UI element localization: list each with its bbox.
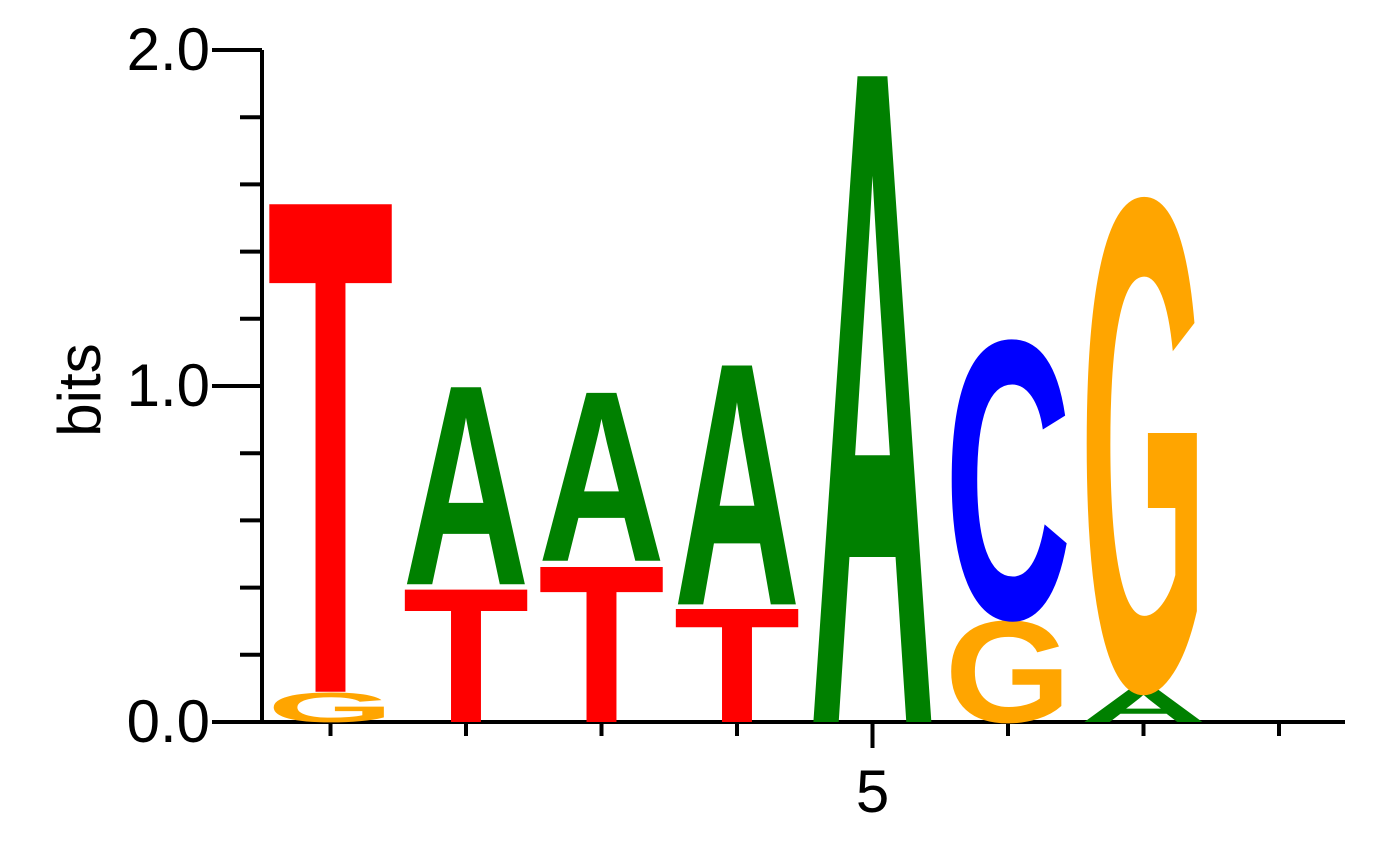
logo-column-5: A <box>809 0 936 842</box>
logo-column-2: TA <box>403 326 530 763</box>
y-axis-label: bits <box>46 343 113 436</box>
logo-column-3: TA <box>538 340 665 769</box>
logo-letter-a: A <box>538 340 665 613</box>
logo-letter-a: A <box>674 292 801 679</box>
x-tick-label: 5 <box>856 758 889 825</box>
logo-letter-t: T <box>267 50 394 842</box>
logo-column-6: GC <box>945 258 1072 753</box>
logo-letter-a: A <box>403 326 530 645</box>
logo-letter-g: G <box>267 684 394 731</box>
logo-letter-c: C <box>945 258 1072 703</box>
logo-letter-g: G <box>1080 52 1207 839</box>
logo-letter-a: A <box>1080 680 1207 732</box>
logo-letter-a: A <box>809 0 936 842</box>
logo-column-7: AG <box>1080 52 1207 839</box>
logo-letter-t: T <box>674 573 801 757</box>
y-tick-label: 1.0 <box>127 352 210 419</box>
logo-column-4: TA <box>674 292 801 758</box>
axes: 0.0 1.0 2.0 5 <box>127 16 1345 825</box>
y-tick-label: 0.0 <box>127 688 210 755</box>
logo-letter-t: T <box>403 549 530 763</box>
logo-letter-t: T <box>538 518 665 770</box>
logo-column-1: GT <box>267 50 394 842</box>
logo-letter-g: G <box>945 590 1072 753</box>
y-tick-label: 2.0 <box>127 16 210 83</box>
